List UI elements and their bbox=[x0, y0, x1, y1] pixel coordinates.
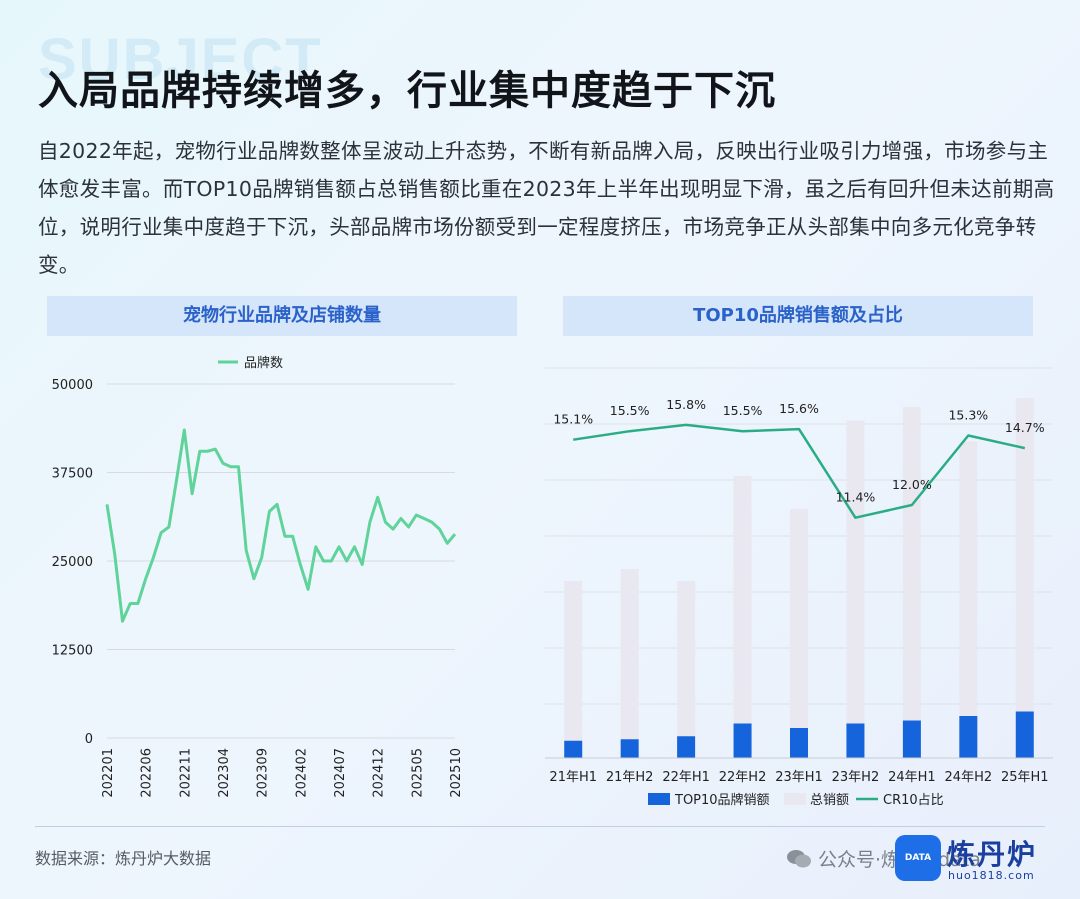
cr10-data-label: 15.3% bbox=[948, 407, 988, 422]
y-tick-label: 0 bbox=[85, 732, 93, 747]
footer-divider bbox=[35, 826, 1045, 827]
x-tick-label: 22年H2 bbox=[719, 770, 767, 785]
top10-sales-bar bbox=[677, 736, 696, 758]
background-watermark-text: SUBJECT bbox=[38, 27, 323, 92]
data-source: 数据来源：炼丹炉大数据 bbox=[35, 849, 212, 868]
top10-sales-bar bbox=[846, 723, 865, 758]
legend-label-top10: TOP10品牌销额 bbox=[674, 792, 770, 808]
x-tick-label: 202505 bbox=[410, 748, 425, 798]
top10-sales-bar bbox=[564, 740, 583, 758]
x-tick-label: 21年H2 bbox=[606, 770, 654, 785]
y-tick-label: 37500 bbox=[52, 467, 93, 482]
x-tick-label: 202309 bbox=[256, 748, 271, 798]
cr10-data-label: 15.8% bbox=[666, 397, 706, 412]
legend-swatch-top10 bbox=[648, 793, 670, 805]
page-title: 入局品牌持续增多，行业集中度趋于下沉 bbox=[38, 68, 776, 114]
top10-sales-bar bbox=[620, 739, 639, 758]
total-sales-bar bbox=[620, 569, 639, 758]
left-chart-title: 宠物行业品牌及店铺数量 bbox=[47, 296, 517, 336]
legend-label-brand-count: 品牌数 bbox=[244, 355, 283, 371]
cr10-data-label: 15.1% bbox=[553, 412, 593, 427]
right-chart-title: TOP10品牌销售额及占比 bbox=[563, 296, 1033, 336]
total-sales-bar bbox=[902, 407, 921, 758]
total-sales-bar bbox=[790, 509, 808, 758]
cr10-data-label: 14.7% bbox=[1005, 420, 1045, 435]
total-sales-bar bbox=[1015, 398, 1034, 758]
brand-count-series-line bbox=[105, 428, 457, 623]
cr10-data-label: 12.0% bbox=[892, 477, 932, 492]
total-sales-bar bbox=[733, 476, 752, 758]
x-tick-label: 202206 bbox=[140, 748, 155, 798]
cr10-data-label: 15.6% bbox=[779, 401, 819, 416]
cr10-data-label: 15.5% bbox=[610, 403, 650, 418]
x-tick-label: 202211 bbox=[178, 748, 193, 798]
summary-paragraph: 自2022年起，宠物行业品牌数整体呈波动上升态势，不断有新品牌入局，反映出行业吸… bbox=[38, 139, 1055, 277]
top10-sales-bar bbox=[959, 716, 978, 758]
logo-badge-icon: DATA bbox=[895, 835, 941, 881]
cr10-data-label: 15.5% bbox=[723, 403, 763, 418]
x-tick-label: 202201 bbox=[101, 748, 116, 798]
y-tick-label: 50000 bbox=[52, 378, 93, 393]
x-tick-label: 22年H1 bbox=[662, 770, 710, 785]
x-tick-label: 25年H1 bbox=[1001, 770, 1049, 785]
total-sales-bar bbox=[846, 420, 865, 758]
top10-sales-bar bbox=[733, 723, 752, 758]
total-sales-bar bbox=[959, 441, 978, 758]
x-tick-label: 23年H1 bbox=[775, 770, 823, 785]
top10-sales-bar bbox=[1015, 711, 1034, 758]
cr10-data-label: 11.4% bbox=[836, 490, 876, 505]
y-tick-label: 12500 bbox=[52, 644, 93, 659]
x-tick-label: 21年H1 bbox=[549, 770, 597, 785]
x-tick-label: 202510 bbox=[449, 748, 464, 798]
legend-swatch-total bbox=[784, 793, 806, 805]
total-sales-bar bbox=[677, 581, 696, 758]
logo-name: 炼丹炉 bbox=[947, 838, 1038, 871]
legend-label-cr10: CR10占比 bbox=[883, 793, 944, 808]
x-tick-label: 24年H1 bbox=[888, 770, 936, 785]
wechat-icon bbox=[787, 850, 811, 868]
cr10-share-line bbox=[573, 423, 1026, 519]
x-tick-label: 202412 bbox=[372, 748, 387, 798]
legend-label-total: 总销额 bbox=[810, 793, 849, 808]
top10-sales-bar bbox=[790, 728, 808, 758]
x-tick-label: 24年H2 bbox=[945, 770, 993, 785]
total-sales-bar bbox=[564, 581, 583, 758]
logo-url: huo1818.com bbox=[948, 869, 1035, 882]
x-tick-label: 202407 bbox=[333, 748, 348, 798]
y-tick-label: 25000 bbox=[52, 555, 93, 570]
brand-logo[interactable]: DATA 炼丹炉 huo1818.com bbox=[895, 833, 1055, 885]
top10-sales-bar bbox=[902, 720, 921, 758]
x-tick-label: 202402 bbox=[294, 748, 309, 798]
x-tick-label: 23年H2 bbox=[832, 770, 880, 785]
x-tick-label: 202304 bbox=[217, 748, 232, 798]
